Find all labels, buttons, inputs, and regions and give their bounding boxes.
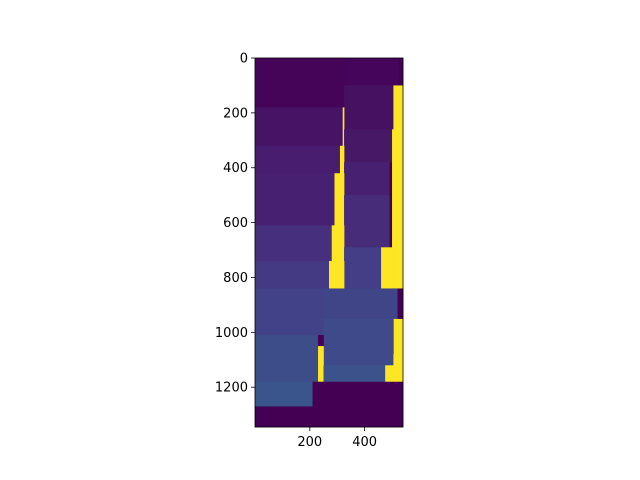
heatmap-cell xyxy=(381,247,393,289)
heatmap-cell xyxy=(255,261,330,289)
heatmap-cell xyxy=(323,288,398,319)
x-tick-label: 200 xyxy=(297,435,322,450)
y-tick-label: 0 xyxy=(240,52,248,67)
x-tick-label: 400 xyxy=(352,435,377,450)
heatmap-cell xyxy=(255,335,319,383)
heatmap-cell xyxy=(398,58,404,86)
plot-area xyxy=(254,57,404,428)
heatmap-cell xyxy=(329,261,345,289)
axes-frame xyxy=(254,57,404,428)
heatmap-cell xyxy=(312,381,404,428)
heatmap-cell xyxy=(344,58,400,86)
heatmap-cell xyxy=(344,85,394,130)
y-tick-label: 400 xyxy=(223,161,248,176)
heatmap-cell xyxy=(323,365,386,383)
heatmap-cell xyxy=(393,354,404,366)
heatmap-cell xyxy=(255,145,341,174)
heatmap-cell xyxy=(318,346,324,383)
heatmap-cell xyxy=(393,85,404,130)
heatmap-cell xyxy=(255,173,335,226)
heatmap-cell xyxy=(255,406,313,428)
y-tick-label: 600 xyxy=(223,216,248,231)
heatmap-cell xyxy=(344,162,390,196)
heatmap-cell xyxy=(331,225,345,262)
heatmap-cell xyxy=(385,365,394,383)
heatmap-cell xyxy=(339,145,345,174)
y-tick-label: 800 xyxy=(223,271,248,286)
heatmap-cell xyxy=(255,225,333,262)
heatmap-cell xyxy=(342,107,345,147)
heatmap-cell xyxy=(318,335,324,347)
x-axis: 200 400 xyxy=(297,427,377,450)
heatmap-cell xyxy=(323,318,394,366)
y-tick-label: 1200 xyxy=(215,381,248,396)
heatmap-cell xyxy=(344,247,382,289)
y-axis: 0 200 400 600 800 1000 1200 xyxy=(215,52,255,396)
y-tick-label: 1000 xyxy=(215,326,248,341)
heatmap-cell xyxy=(344,195,390,248)
heatmap-cell xyxy=(255,288,324,336)
heatmap-cell xyxy=(397,288,404,319)
heatmap-cell xyxy=(344,129,393,163)
y-tick-label: 200 xyxy=(223,106,248,121)
heatmap-cell xyxy=(255,58,345,108)
heatmap-cell xyxy=(255,381,313,407)
heatmap-cells xyxy=(255,58,404,428)
heatmap-cell xyxy=(334,173,345,226)
heatmap-cell xyxy=(393,365,404,383)
heatmap-cell xyxy=(392,129,404,355)
heatmap-cell xyxy=(255,107,343,147)
